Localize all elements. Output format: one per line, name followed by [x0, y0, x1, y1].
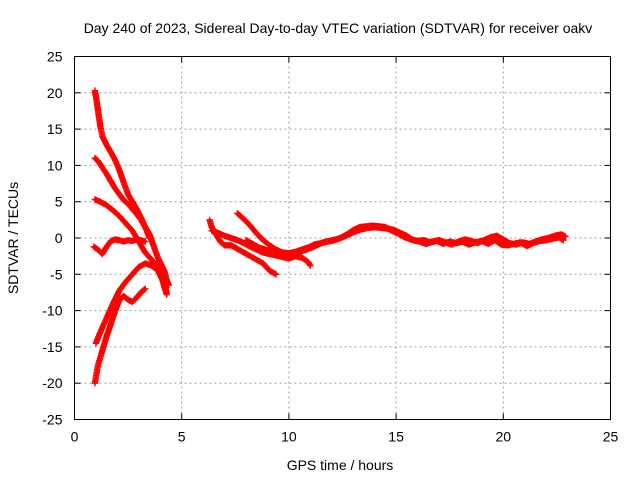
- y-tick-label: 5: [55, 194, 63, 210]
- series-arc-2: [91, 154, 153, 242]
- y-tick-label: 10: [47, 157, 63, 173]
- point-markers: [92, 260, 170, 347]
- y-tick-label: 20: [47, 85, 63, 101]
- plot-frame: [74, 56, 611, 420]
- series-arc-1: [91, 87, 172, 289]
- x-tick-label: 20: [496, 429, 512, 445]
- x-tick-labels: 0 5 10 15 20 25: [71, 429, 619, 445]
- data-points: [90, 87, 569, 387]
- point-markers: [91, 285, 149, 387]
- point-markers: [90, 236, 149, 258]
- y-tick-label: -25: [42, 412, 62, 428]
- series-arc-10: [242, 223, 569, 258]
- y-tick-label: -15: [42, 339, 62, 355]
- series-arc-5: [92, 260, 170, 347]
- x-tick-label: 10: [281, 429, 297, 445]
- y-tick-label: -10: [42, 303, 62, 319]
- x-tick-label: 5: [178, 429, 186, 445]
- y-tick-label: -5: [50, 266, 63, 282]
- point-markers: [242, 223, 569, 258]
- point-markers: [91, 196, 170, 296]
- series-arc-3: [91, 196, 170, 296]
- chart-title: Day 240 of 2023, Sidereal Day-to-day VTE…: [84, 20, 593, 36]
- point-markers: [91, 154, 153, 242]
- y-axis-label: SDTVAR / TECUs: [5, 182, 21, 294]
- y-tick-label: 25: [47, 49, 63, 65]
- grid-lines: [74, 56, 611, 420]
- y-tick-label: 0: [55, 230, 63, 246]
- y-tick-labels: -25 -20 -15 -10 -5 0 5 10 15 20 25: [42, 49, 62, 428]
- series-arc-6: [91, 285, 149, 387]
- x-tick-label: 0: [71, 429, 79, 445]
- x-axis-label: GPS time / hours: [287, 457, 394, 473]
- point-markers: [91, 87, 172, 289]
- y-tick-label: -20: [42, 375, 62, 391]
- y-tick-label: 15: [47, 121, 63, 137]
- x-tick-label: 15: [388, 429, 404, 445]
- series-arc-4: [90, 236, 149, 258]
- x-tick-label: 25: [603, 429, 619, 445]
